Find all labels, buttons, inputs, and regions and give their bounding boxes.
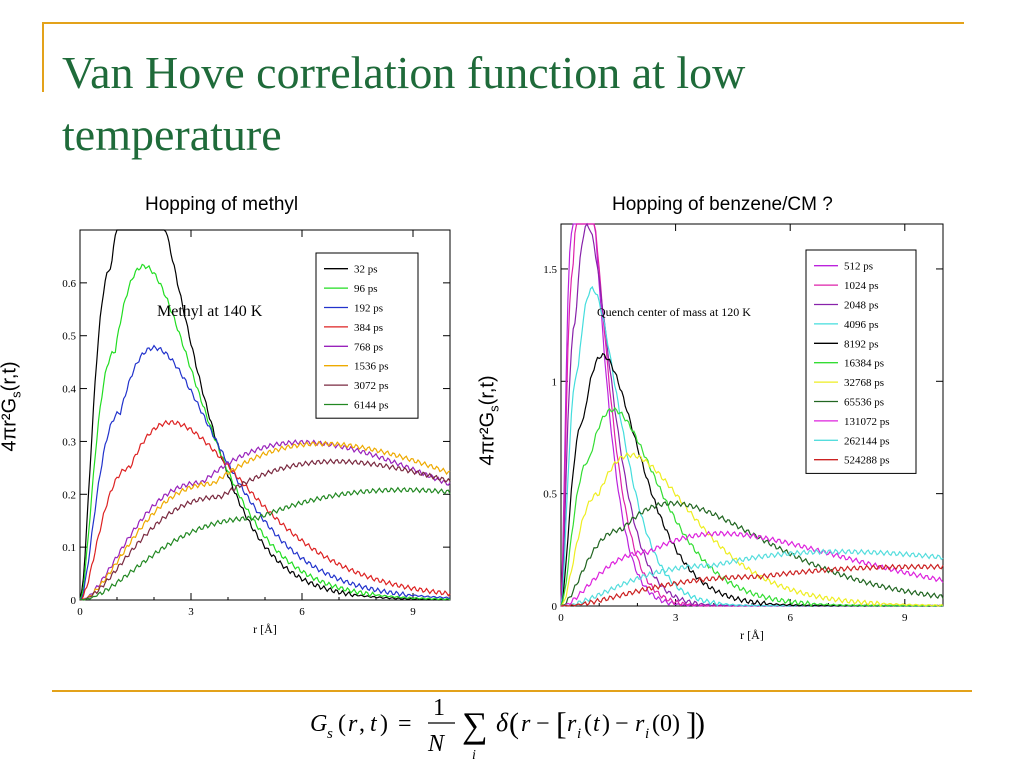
svg-text:∑: ∑ (462, 705, 488, 745)
left-chart-series-line-4 (80, 439, 451, 601)
left-chart-legend-label: 768 ps (354, 341, 383, 353)
right-chart-series-line-10 (561, 563, 944, 607)
right-chart-y-tick-label: 0 (552, 601, 558, 613)
left-chart-legend-label: 384 ps (354, 322, 383, 334)
left-chart-series-group (79, 229, 451, 601)
svg-text:i: i (472, 748, 476, 763)
left-chart-series-line-2 (79, 344, 451, 600)
right-chart-annotation: Quench center of mass at 120 K (597, 305, 751, 319)
left-chart-legend-label: 96 ps (354, 283, 378, 295)
left-chart-series-line-0 (79, 229, 451, 601)
left-chart-series-line-6 (79, 458, 451, 601)
svg-text:t: t (370, 711, 378, 737)
right-chart-x-tick-label: 0 (558, 612, 564, 624)
svg-text:G: G (310, 711, 327, 737)
left-chart-legend (315, 252, 419, 419)
svg-text:(0): (0) (652, 711, 680, 737)
right-chart-series-line-5 (560, 406, 944, 608)
left-chart-x-tick-label: 6 (299, 606, 305, 618)
right-chart-x-tick-label: 9 (902, 612, 908, 624)
left-chart-series-line-5 (79, 440, 451, 601)
svg-text:r: r (635, 711, 645, 737)
top-rule (42, 22, 964, 24)
svg-text:N: N (427, 731, 446, 757)
left-chart-annotation: Methyl at 140 K (157, 303, 263, 320)
right-chart-series-line-6 (560, 452, 944, 607)
right-chart-legend-label: 32768 ps (844, 377, 884, 389)
svg-text:i: i (577, 726, 581, 742)
svg-text:s: s (327, 726, 333, 742)
left-chart-x-tick-label: 0 (77, 606, 83, 618)
left-chart-series-line-7 (79, 486, 451, 601)
right-chart-series-group (560, 222, 944, 608)
left-chart-caption: Hopping of methyl (145, 194, 299, 215)
van-hove-formula: G s ( r , t ) = 1 N ∑ i δ ( r − [ r i ( … (310, 695, 705, 763)
right-chart-x-axis-label: r [Å] (740, 628, 764, 642)
left-chart-x-axis-label: r [Å] (253, 622, 277, 636)
right-chart-legend (805, 249, 917, 474)
left-chart-y-tick-label: 0.6 (62, 278, 76, 290)
right-chart-series-line-9 (560, 548, 944, 607)
svg-text:δ: δ (496, 708, 509, 737)
left-rule (42, 22, 44, 92)
svg-text:i: i (645, 726, 649, 742)
svg-text:=: = (398, 711, 412, 737)
svg-text:−: − (536, 711, 550, 737)
right-chart-legend-label: 262144 ps (844, 435, 890, 447)
svg-text:−: − (615, 711, 629, 737)
right-chart-legend-label: 4096 ps (844, 319, 879, 331)
svg-text:): ) (602, 711, 610, 737)
left-chart-y-tick-label: 0.2 (62, 489, 76, 501)
right-chart-y-tick-label: 1 (552, 376, 558, 388)
svg-text:t: t (593, 711, 601, 737)
left-chart-legend-label: 32 ps (354, 264, 378, 276)
right-chart-x-tick-label: 3 (673, 612, 679, 624)
svg-text:r: r (521, 711, 531, 737)
left-chart-series-line-1 (79, 263, 451, 601)
svg-text:r: r (348, 711, 358, 737)
left-chart-legend-label: 3072 ps (354, 380, 389, 392)
svg-text:r: r (567, 711, 577, 737)
right-chart-x-tick-label: 6 (787, 612, 793, 624)
svg-text:,: , (359, 711, 365, 737)
bottom-rule (52, 690, 972, 692)
slide-title: Van Hove correlation function at low tem… (62, 47, 746, 160)
svg-text:): ) (380, 711, 388, 737)
right-chart-legend-label: 65536 ps (844, 397, 884, 409)
right-chart-legend-label: 8192 ps (844, 338, 879, 350)
left-chart-y-tick-label: 0.1 (62, 542, 76, 554)
svg-text:1: 1 (433, 695, 445, 721)
left-chart-y-tick-label: 0.3 (62, 436, 76, 448)
right-chart-legend-label: 16384 ps (844, 358, 884, 370)
right-chart-y-tick-label: 0.5 (543, 489, 557, 501)
right-chart-caption: Hopping of benzene/CM ? (612, 194, 833, 215)
left-chart-legend-label: 192 ps (354, 303, 383, 315)
left-chart-y-tick-label: 0.5 (62, 331, 76, 343)
right-chart-legend-label: 512 ps (844, 261, 873, 273)
left-chart-legend-label: 6144 ps (354, 400, 389, 412)
right-chart-legend-label: 1024 ps (844, 280, 879, 292)
left-chart-y-tick-label: 0.4 (62, 384, 76, 396)
svg-text:(: ( (584, 711, 592, 737)
right-chart-legend-label: 131072 ps (844, 416, 890, 428)
svg-text:[: [ (556, 705, 567, 741)
svg-text:(: ( (338, 711, 346, 737)
svg-text:): ) (695, 707, 705, 740)
left-chart-series-line-3 (79, 419, 451, 601)
svg-text:(: ( (509, 707, 519, 740)
left-chart-legend-label: 1536 ps (354, 361, 389, 373)
right-chart-legend-label: 524288 ps (844, 455, 890, 467)
left-chart-y-tick-label: 0 (71, 595, 77, 607)
right-chart-y-tick-label: 1.5 (543, 264, 557, 276)
left-chart-x-tick-label: 9 (410, 606, 416, 618)
left-chart-x-tick-label: 3 (188, 606, 194, 618)
right-chart-series-line-8 (560, 530, 944, 607)
svg-text:]: ] (686, 705, 697, 741)
right-chart-legend-label: 2048 ps (844, 300, 879, 312)
